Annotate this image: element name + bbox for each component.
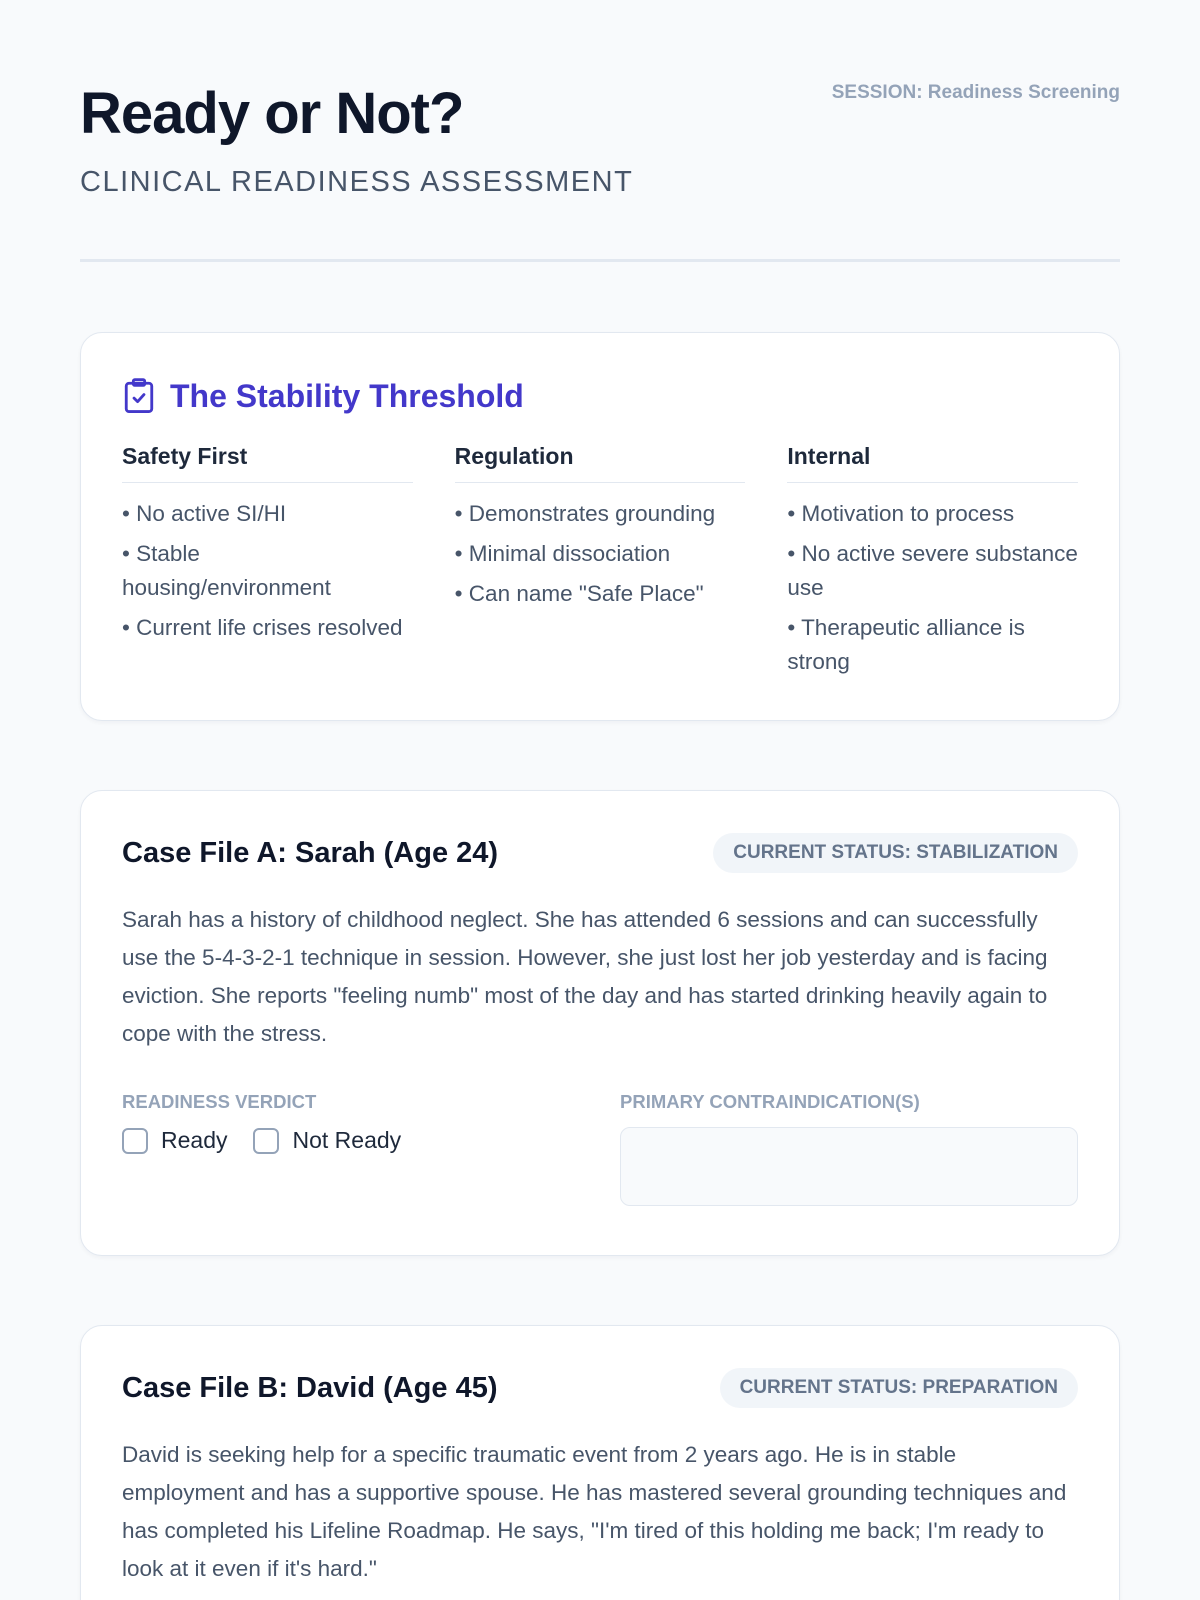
clipboard-check-icon bbox=[124, 378, 154, 413]
list-item: • No active severe substance use bbox=[787, 541, 1078, 600]
ready-label: Ready bbox=[161, 1127, 228, 1153]
not-ready-checkbox[interactable]: Not Ready bbox=[253, 1127, 401, 1154]
case-form: READINESS VERDICT Ready Not Ready PRIMAR… bbox=[122, 1091, 1078, 1206]
list-item: • Motivation to process bbox=[787, 501, 1015, 526]
ready-checkbox[interactable]: Ready bbox=[122, 1127, 227, 1154]
verdict-label: READINESS VERDICT bbox=[122, 1091, 317, 1112]
list-item: • Demonstrates grounding bbox=[454, 501, 716, 526]
column-internal: Internal • Motivation to process • No ac… bbox=[787, 443, 1079, 685]
case-title: Case File B: David (Age 45) bbox=[122, 1371, 498, 1404]
list-item: • No active SI/HI bbox=[122, 501, 287, 526]
header-divider bbox=[80, 259, 1120, 262]
session-label: SESSION: Readiness Screening bbox=[831, 82, 1120, 103]
column-heading: Internal bbox=[787, 443, 1079, 483]
case-file-b-card: Case File B: David (Age 45) CURRENT STAT… bbox=[80, 1325, 1120, 1600]
column-heading: Safety First bbox=[122, 443, 413, 483]
not-ready-label: Not Ready bbox=[292, 1127, 402, 1153]
list-item: • Therapeutic alliance is strong bbox=[787, 615, 1025, 674]
contraindication-input[interactable] bbox=[620, 1127, 1078, 1206]
list-item: • Minimal dissociation bbox=[454, 541, 671, 566]
checkbox-box[interactable] bbox=[122, 1127, 148, 1154]
status-badge: CURRENT STATUS: STABILIZATION bbox=[713, 833, 1078, 873]
threshold-heading: The Stability Threshold bbox=[122, 377, 1078, 415]
column-heading: Regulation bbox=[454, 443, 746, 483]
stability-threshold-card: The Stability Threshold Safety First • N… bbox=[80, 332, 1120, 721]
status-badge: CURRENT STATUS: PREPARATION bbox=[719, 1368, 1078, 1408]
list-item: • Stable housing/environment bbox=[122, 541, 331, 600]
case-description: Sarah has a history of childhood neglect… bbox=[122, 907, 1048, 1046]
header: Ready or Not? CLINICAL READINESS ASSESSM… bbox=[80, 0, 1120, 264]
threshold-title: The Stability Threshold bbox=[170, 377, 524, 414]
list-item: • Can name "Safe Place" bbox=[454, 581, 704, 606]
list-item: • Current life crises resolved bbox=[122, 615, 403, 640]
case-file-a-card: Case File A: Sarah (Age 24) CURRENT STAT… bbox=[80, 790, 1120, 1256]
case-title: Case File A: Sarah (Age 24) bbox=[122, 836, 499, 869]
checkbox-box[interactable] bbox=[253, 1127, 280, 1154]
page-title: Ready or Not? bbox=[80, 81, 464, 146]
column-safety-first: Safety First • No active SI/HI • Stable … bbox=[122, 443, 413, 685]
column-regulation: Regulation • Demonstrates grounding • Mi… bbox=[454, 443, 746, 685]
contraindication-label: PRIMARY CONTRAINDICATION(S) bbox=[620, 1091, 920, 1112]
page-subtitle: CLINICAL READINESS ASSESSMENT bbox=[80, 166, 634, 198]
case-description: David is seeking help for a specific tra… bbox=[122, 1442, 1067, 1581]
